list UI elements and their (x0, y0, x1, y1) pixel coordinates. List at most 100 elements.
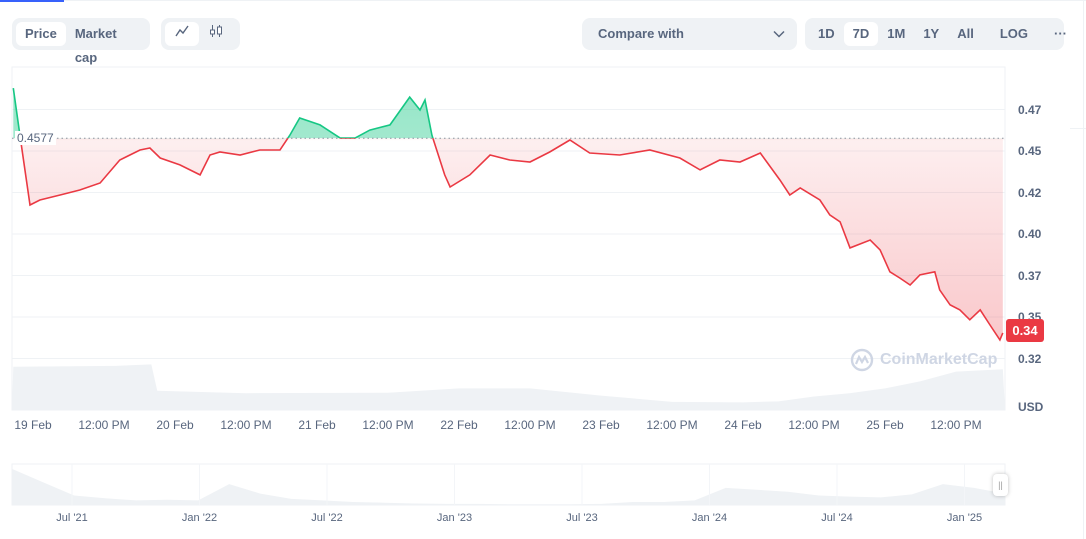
price-point (419, 109, 421, 111)
price-point (999, 339, 1001, 341)
top-divider (0, 0, 1086, 1)
price-point (939, 289, 941, 291)
x-tick-label: 24 Feb (724, 418, 762, 432)
active-tab-indicator (0, 0, 64, 2)
x-tick-label: 12:00 PM (930, 418, 982, 432)
price-point (589, 152, 591, 154)
range-1d[interactable]: 1D (818, 26, 835, 41)
range-all[interactable]: All (957, 26, 974, 41)
price-point (39, 199, 41, 201)
price-point (889, 271, 891, 273)
price-point (829, 214, 831, 216)
navigator-label: Jan '23 (436, 512, 473, 524)
price-point (409, 96, 411, 98)
x-tick-label: 12:00 PM (220, 418, 272, 432)
price-point (209, 154, 211, 156)
price-point (1002, 332, 1004, 334)
price-point (619, 154, 621, 156)
price-point (12, 87, 14, 89)
tab-market-cap[interactable]: Market cap (74, 26, 117, 65)
line-chart-button[interactable] (165, 22, 199, 46)
chart-type-toggle (161, 18, 240, 50)
price-point (879, 249, 881, 251)
price-point (969, 319, 971, 321)
price-point (179, 164, 181, 166)
compare-with-dropdown[interactable]: Compare with (582, 18, 797, 50)
volume-area (12, 364, 1005, 410)
x-tick-label: 19 Feb (14, 418, 52, 432)
price-point (849, 247, 851, 249)
price-point (299, 117, 301, 119)
x-tick-label: 12:00 PM (504, 418, 556, 432)
current-price-tag: 0.34 (1006, 319, 1044, 342)
price-point (424, 99, 426, 101)
price-point (29, 204, 31, 206)
x-tick-label: 12:00 PM (788, 418, 840, 432)
price-point (934, 271, 936, 273)
price-point (839, 221, 841, 223)
price-point (239, 154, 241, 156)
metric-toggle: Price Market cap (12, 18, 150, 65)
range-7d[interactable]: 7D (843, 22, 879, 46)
price-point (444, 174, 446, 176)
price-line-down (19, 138, 1004, 342)
price-point (919, 274, 921, 276)
y-tick-label: 0.32 (1018, 351, 1042, 366)
price-point (289, 134, 291, 136)
price-point (389, 124, 391, 126)
price-point (259, 149, 261, 151)
right-divider-tick (1070, 128, 1086, 129)
price-point (529, 161, 531, 163)
price-point (699, 169, 701, 171)
tab-price[interactable]: Price (16, 22, 66, 46)
x-tick-label: 12:00 PM (362, 418, 414, 432)
price-point (799, 187, 801, 189)
navigator-label: Jul '21 (56, 512, 88, 524)
y-tick-label: 0.40 (1018, 227, 1042, 241)
more-options-button[interactable]: ··· (1054, 26, 1068, 41)
log-scale-button[interactable]: LOG (999, 26, 1029, 41)
navigator-label: Jan '25 (946, 512, 983, 524)
price-point (159, 157, 161, 159)
coinmarketcap-watermark: CoinMarketCap (850, 348, 997, 372)
price-point (719, 159, 721, 161)
price-point (139, 149, 141, 151)
price-point (219, 151, 221, 153)
x-tick-label: 21 Feb (298, 418, 336, 432)
compare-with-label: Compare with (598, 26, 684, 41)
price-point (199, 174, 201, 176)
range-selector: 1D 7D 1M 1Y All LOG ··· (805, 18, 1067, 50)
candlestick-button[interactable] (199, 22, 233, 46)
range-1y[interactable]: 1Y (923, 26, 940, 41)
price-point (909, 284, 911, 286)
baseline-price-label: 0.4577 (15, 131, 56, 145)
range-1m[interactable]: 1M (887, 26, 906, 41)
navigator-area (12, 468, 1005, 505)
price-point (549, 151, 551, 153)
navigator-handle[interactable]: || (993, 474, 1008, 496)
price-point (149, 147, 151, 149)
y-tick-label: 0.37 (1018, 268, 1042, 283)
price-point (949, 304, 951, 306)
navigator-label: Jul '22 (311, 512, 343, 524)
watermark-text: CoinMarketCap (880, 351, 998, 368)
navigator-label: Jul '23 (566, 512, 598, 524)
price-point (989, 324, 991, 326)
price-point (759, 152, 761, 154)
price-point (899, 277, 901, 279)
navigator-label: Jan '22 (181, 512, 218, 524)
x-tick-label: 12:00 PM (78, 418, 130, 432)
navigator-label: Jan '24 (691, 512, 728, 524)
price-point (649, 149, 651, 151)
line-chart-icon (175, 25, 189, 37)
coinmarketcap-logo-icon (850, 348, 874, 372)
price-point (489, 154, 491, 156)
x-tick-label: 12:00 PM (646, 418, 698, 432)
price-point (819, 199, 821, 201)
y-tick-label: 0.42 (1018, 185, 1042, 200)
price-area-down (20, 138, 1003, 340)
y-tick-label: 0.47 (1018, 102, 1042, 117)
price-point (279, 149, 281, 151)
price-point (369, 129, 371, 131)
